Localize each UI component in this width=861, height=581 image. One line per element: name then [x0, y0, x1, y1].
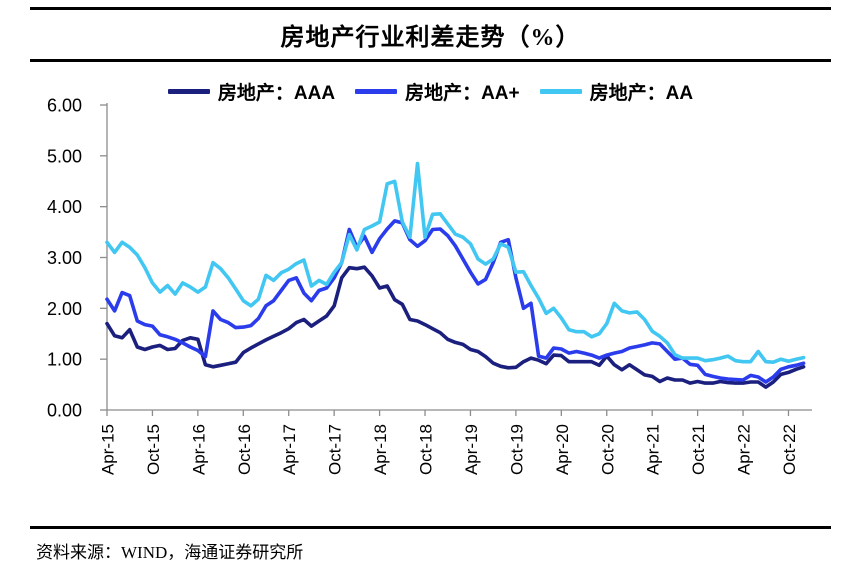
y-axis-tick-label: 3.00: [47, 248, 82, 268]
legend-line-swatch-aaa: [167, 89, 210, 94]
x-axis-tick-label: Apr-18: [371, 424, 390, 475]
x-axis-tick-label: Oct-22: [780, 424, 799, 475]
legend-line-swatch-aa-plus: [355, 89, 398, 94]
y-axis-tick-label: 0.00: [47, 401, 82, 421]
x-axis-tick-label: Apr-22: [735, 424, 754, 475]
x-axis-tick-label: Apr-17: [280, 424, 299, 475]
series-line-aa-plus: [105, 219, 806, 384]
x-axis-tick-label: Oct-15: [144, 424, 163, 475]
x-axis-tick-label: Apr-21: [644, 424, 663, 475]
y-axis-tick-label: 5.00: [47, 146, 82, 166]
legend-item-aaa: 房地产：AAA: [167, 78, 336, 105]
x-axis-tick-label: Oct-16: [235, 424, 254, 475]
chart-title: 房地产行业利差走势（%）: [280, 25, 581, 51]
legend-label-aaa: 房地产：AAA: [217, 83, 336, 104]
x-axis-tick-label: Oct-21: [689, 424, 708, 475]
x-axis-tick-label: Apr-20: [553, 424, 572, 475]
legend-line-swatch-aa: [539, 89, 582, 94]
legend-label-aa: 房地产：AA: [589, 83, 694, 104]
top-divider: [30, 7, 831, 10]
series-line-aa: [105, 161, 806, 365]
y-axis-tick-label: 1.00: [47, 350, 82, 370]
x-axis-tick-label: Oct-20: [598, 424, 617, 475]
x-axis-tick-label: Oct-17: [326, 424, 345, 475]
y-axis-tick-label: 2.00: [47, 299, 82, 319]
footer-divider: [30, 526, 831, 529]
legend-item-aa-plus: 房地产：AA+: [355, 78, 520, 105]
series-line-aaa: [105, 265, 806, 389]
chart-legend: 房地产：AAA 房地产：AA+ 房地产：AA: [0, 78, 861, 105]
y-axis-tick-label: 6.00: [47, 96, 82, 116]
x-axis-tick-label: Apr-15: [99, 424, 118, 475]
x-axis-tick-label: Apr-19: [462, 424, 481, 475]
legend-item-aa: 房地产：AA: [539, 78, 694, 105]
title-divider: [30, 59, 831, 62]
x-axis-tick-label: Oct-19: [507, 424, 526, 475]
x-axis-tick-label: Oct-18: [417, 424, 436, 475]
x-axis-tick-label: Apr-16: [189, 424, 208, 475]
data-source-note: 资料来源：WIND，海通证券研究所: [36, 543, 304, 562]
legend-label-aa-plus: 房地产：AA+: [405, 83, 520, 104]
y-axis-tick-label: 4.00: [47, 197, 82, 217]
